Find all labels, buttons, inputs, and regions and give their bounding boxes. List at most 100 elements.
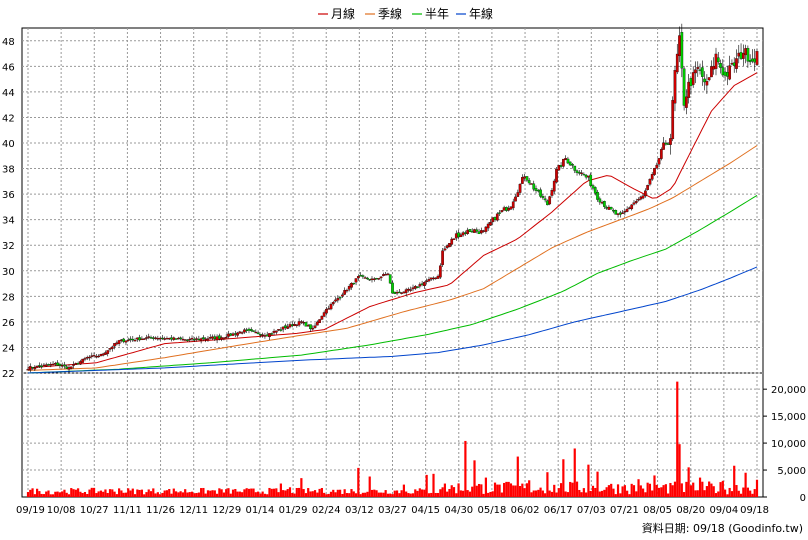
price-axis: 22 24 26 28 30 32 34 36 38 40 42 44 46 48: [2, 37, 15, 380]
candle-body: [548, 196, 552, 205]
volume-bar: [357, 467, 360, 497]
candle-body: [470, 231, 474, 233]
volume-bar: [616, 484, 620, 497]
volume-bar: [751, 493, 754, 497]
chart-legend: 月線 季線 半年 年線: [318, 6, 493, 21]
volume-bar: [177, 492, 180, 497]
candle-body: [174, 338, 178, 340]
volume-bar: [179, 491, 182, 497]
volume-bar: [259, 493, 262, 497]
candle-body: [363, 277, 367, 279]
candle-body: [274, 330, 278, 333]
volume-axis: 0 5,000 10,000 15,000 20,000: [763, 385, 806, 504]
candle-body: [245, 329, 249, 331]
candle-body: [739, 52, 743, 59]
volume-bar: [336, 489, 339, 497]
candle-body: [117, 340, 121, 344]
volume-bar: [108, 489, 112, 497]
candle-body: [464, 232, 467, 234]
volume-bar: [416, 490, 419, 497]
volume-bar: [293, 493, 296, 497]
volume-bar: [200, 488, 203, 497]
volume-tick-label: 5,000: [777, 466, 806, 477]
volume-bar: [222, 492, 226, 497]
volume-bar: [384, 490, 387, 497]
candle-body: [726, 72, 729, 77]
volume-bar: [300, 478, 303, 497]
candle-body: [120, 339, 123, 341]
candle-body: [88, 356, 91, 359]
volume-bar: [106, 492, 109, 497]
candle-body: [459, 234, 463, 238]
candle-body: [309, 324, 312, 330]
volume-bar: [54, 491, 57, 497]
candle-body: [650, 174, 654, 180]
candle-body: [356, 276, 360, 279]
candle-body: [527, 180, 531, 184]
volume-bar: [286, 489, 289, 497]
candle-body: [261, 334, 264, 336]
volume-bar: [626, 490, 629, 497]
candle-body: [714, 53, 718, 69]
candle-body: [325, 309, 328, 314]
volume-bar: [72, 489, 75, 497]
candle-body: [448, 243, 451, 248]
volume-bar: [268, 487, 271, 497]
candle-body: [334, 299, 337, 302]
volume-bar: [172, 488, 175, 497]
candle-body: [306, 325, 310, 327]
volume-bar: [63, 489, 66, 497]
volume-bar: [596, 471, 599, 497]
date-tick-label: 06/02: [511, 505, 540, 516]
candle-body: [409, 289, 413, 291]
date-tick-label: 09/04: [709, 505, 738, 516]
volume-bar: [710, 483, 713, 497]
candle-body: [113, 343, 116, 347]
volume-bar: [368, 476, 371, 497]
candle-body: [110, 346, 114, 349]
candle-body: [648, 178, 652, 185]
candle-body: [400, 292, 403, 294]
candle-body: [639, 196, 643, 200]
date-axis: 09/19 10/08 10/27 11/11 11/26 12/11 12/29 01/14…: [16, 505, 769, 516]
candle-body: [243, 329, 246, 333]
candle-body: [142, 338, 146, 340]
volume-bar: [186, 492, 189, 497]
volume-bar: [423, 489, 426, 497]
legend-label: 年線: [469, 6, 493, 21]
volume-bar: [309, 491, 312, 497]
volume-bar: [131, 488, 134, 497]
candle-body: [227, 333, 230, 337]
candle-body: [97, 355, 100, 358]
candle-body: [534, 188, 538, 191]
candle-body: [632, 202, 636, 205]
volume-bar: [457, 483, 460, 497]
volume-bar: [580, 492, 583, 497]
candle-body: [555, 169, 558, 183]
volume-bar: [694, 490, 697, 497]
candle-body: [748, 60, 752, 63]
candle-body: [220, 337, 223, 340]
volume-bar: [525, 483, 529, 497]
candle-body: [229, 333, 233, 336]
volume-bar: [503, 482, 506, 497]
volume-bar: [405, 491, 408, 497]
volume-bar: [297, 487, 301, 497]
candle-body: [206, 338, 210, 340]
volume-bar: [389, 493, 392, 497]
candle-body: [140, 338, 144, 341]
candle-body: [247, 328, 251, 331]
candle-body: [204, 338, 208, 341]
candle-body: [151, 337, 155, 339]
candle-body: [402, 291, 406, 294]
candle-body: [623, 210, 627, 213]
date-tick-label: 11/11: [113, 505, 142, 516]
volume-bar: [421, 489, 424, 497]
volume-bar: [375, 490, 378, 497]
date-tick-label: 12/29: [212, 505, 241, 516]
volume-bar: [359, 494, 362, 497]
volume-bar: [311, 491, 314, 497]
candle-body: [687, 81, 691, 98]
candle-body: [259, 334, 262, 336]
volume-bar: [696, 490, 699, 497]
